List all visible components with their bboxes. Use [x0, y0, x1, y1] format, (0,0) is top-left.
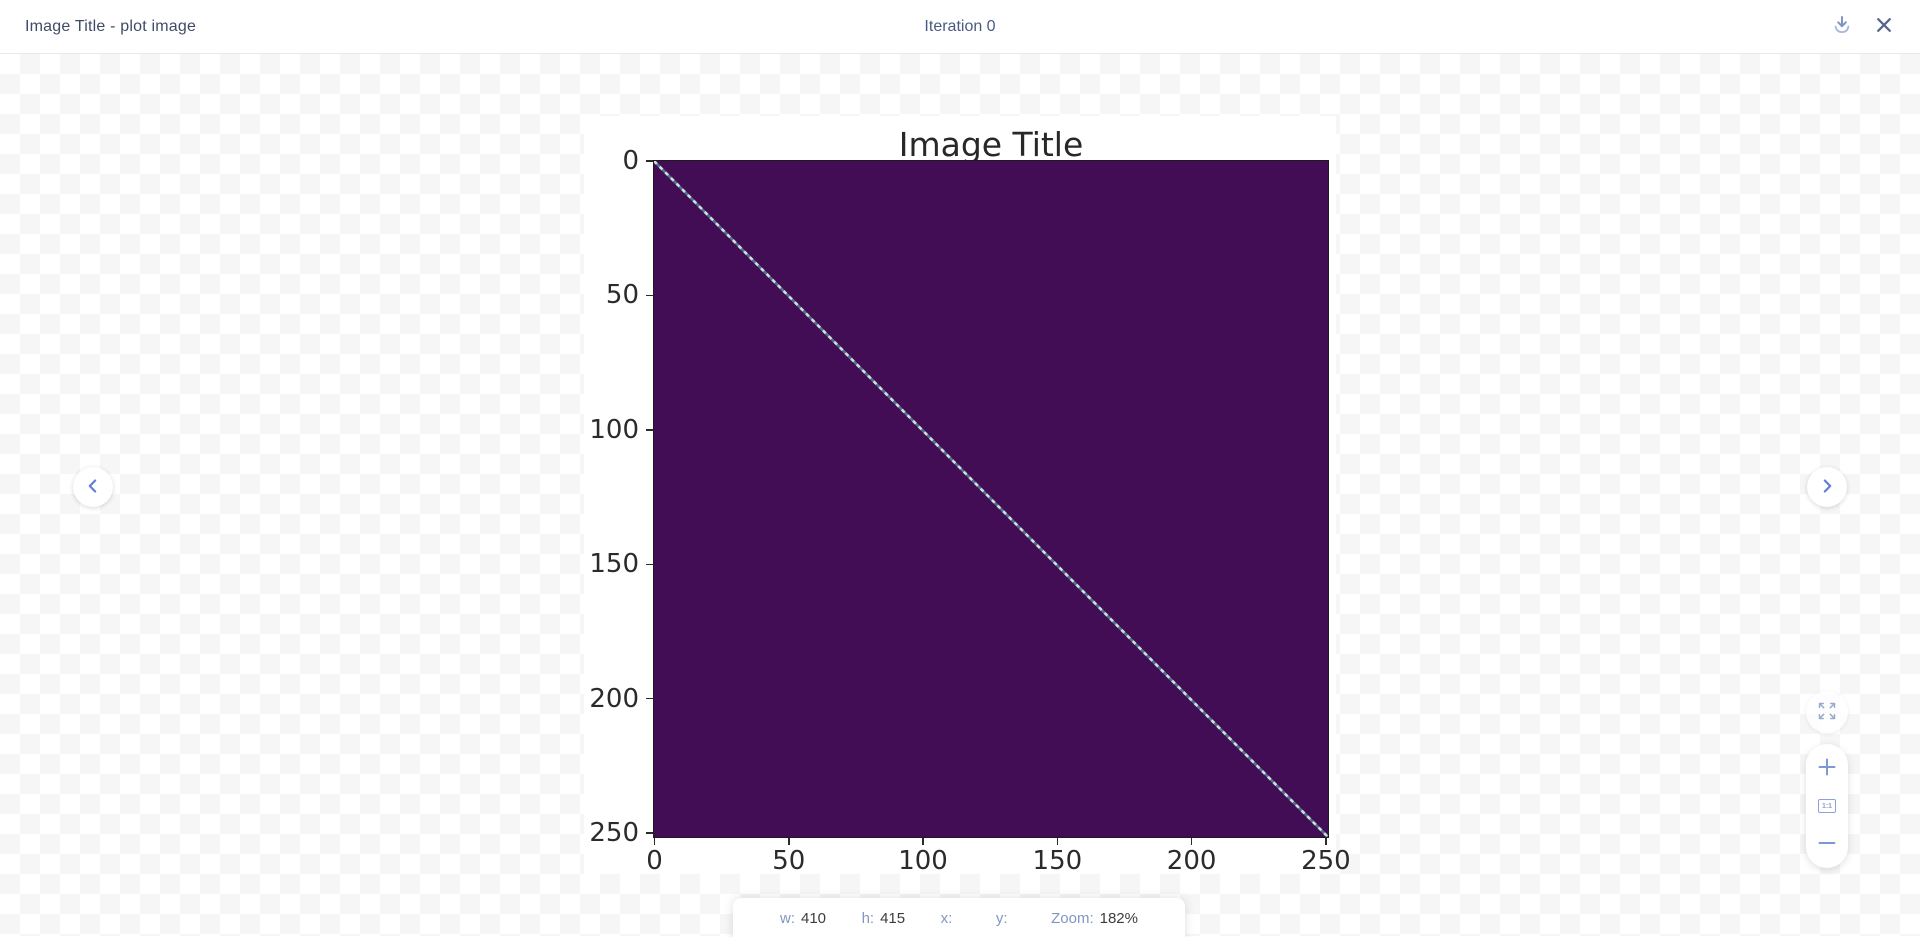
- status-field: Zoom: 182%: [1051, 910, 1138, 927]
- previous-image-button[interactable]: [73, 467, 113, 507]
- status-bar: w: 410 h: 415 x: y: Zoom: 182%: [733, 898, 1185, 937]
- fullscreen-button[interactable]: [1806, 691, 1848, 733]
- zoom-out-button[interactable]: [1812, 829, 1842, 859]
- iteration-label: Iteration 0: [924, 17, 996, 35]
- y-axis: 0 50 100 150 200 250: [584, 146, 653, 848]
- one-to-one-icon: 1:1: [1818, 799, 1836, 813]
- status-field: x:: [940, 910, 953, 927]
- download-icon: [1830, 13, 1854, 40]
- close-button[interactable]: [1870, 13, 1898, 41]
- actual-size-button[interactable]: 1:1: [1812, 791, 1842, 821]
- window-title: Image Title - plot image: [25, 17, 197, 35]
- chevron-right-icon: [1818, 477, 1836, 498]
- top-bar-actions: [1828, 13, 1898, 41]
- image-viewer-stage: Image Title 0 50 100 150 200 250 0 50 100 150 200…: [0, 54, 1920, 937]
- close-icon: [1872, 13, 1896, 40]
- minus-icon: [1816, 832, 1838, 857]
- zoom-in-button[interactable]: [1812, 753, 1842, 783]
- zoom-controls: 1:1: [1806, 744, 1848, 868]
- download-button[interactable]: [1828, 13, 1856, 41]
- plus-icon: [1816, 756, 1838, 781]
- heatmap-axes: [653, 160, 1329, 838]
- chevron-left-icon: [84, 477, 102, 498]
- heatmap-diagonal: [654, 161, 1328, 837]
- status-field: w: 410: [780, 910, 827, 927]
- next-image-button[interactable]: [1807, 467, 1847, 507]
- plot-image[interactable]: Image Title 0 50 100 150 200 250 0 50 100 150 200…: [584, 116, 1351, 876]
- status-fields: w: 410 h: 415 x: y: Zoom: 182%: [733, 898, 1185, 927]
- status-field: y:: [995, 910, 1008, 927]
- x-axis: 0 50 100 150 200 250: [646, 838, 1351, 876]
- fullscreen-expand-icon: [1817, 701, 1837, 724]
- viewer-top-bar: Image Title - plot image Iteration 0: [0, 0, 1920, 54]
- status-field: h: 415: [861, 910, 906, 927]
- plot-title: Image Title: [898, 125, 1084, 164]
